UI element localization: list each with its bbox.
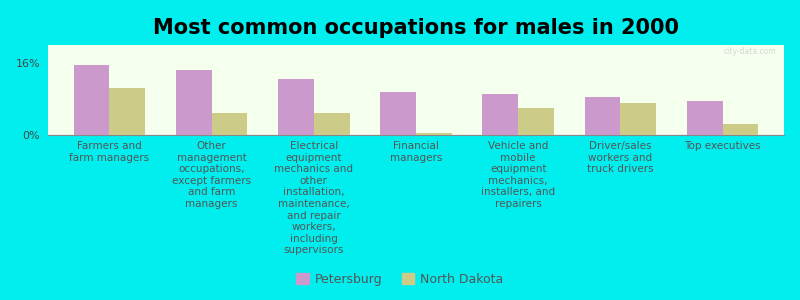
Bar: [74, 65, 110, 135]
Bar: [314, 112, 350, 135]
Bar: [621, 103, 656, 135]
Bar: [110, 88, 145, 135]
Text: Financial
managers: Financial managers: [390, 141, 442, 163]
Text: Electrical
equipment
mechanics and
other
installation,
maintenance,
and repair
w: Electrical equipment mechanics and other…: [274, 141, 354, 255]
Title: Most common occupations for males in 2000: Most common occupations for males in 200…: [153, 18, 679, 38]
Bar: [176, 70, 211, 135]
Bar: [518, 108, 554, 135]
Text: Top executives: Top executives: [684, 141, 761, 151]
Text: city-data.com: city-data.com: [724, 47, 777, 56]
Bar: [585, 97, 621, 135]
Legend: Petersburg, North Dakota: Petersburg, North Dakota: [291, 268, 509, 291]
Text: Driver/sales
workers and
truck drivers: Driver/sales workers and truck drivers: [587, 141, 654, 174]
Bar: [722, 124, 758, 135]
Text: Vehicle and
mobile
equipment
mechanics,
installers, and
repairers: Vehicle and mobile equipment mechanics, …: [481, 141, 555, 209]
Bar: [211, 112, 247, 135]
Bar: [482, 94, 518, 135]
Bar: [687, 101, 722, 135]
Bar: [278, 79, 314, 135]
Text: Farmers and
farm managers: Farmers and farm managers: [70, 141, 150, 163]
Bar: [416, 133, 452, 135]
Bar: [380, 92, 416, 135]
Text: Other
management
occupations,
except farmers
and farm
managers: Other management occupations, except far…: [172, 141, 251, 209]
